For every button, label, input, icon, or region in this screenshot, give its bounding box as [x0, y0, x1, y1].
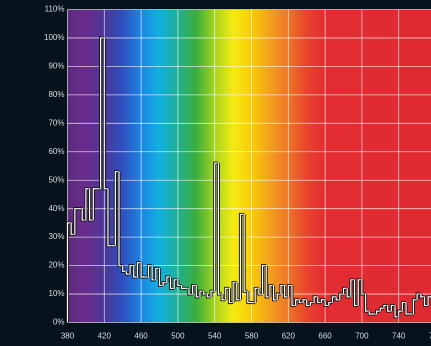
step-line	[92, 188, 97, 221]
x-tick-label: 380	[61, 332, 75, 341]
y-tick-label: 70%	[48, 118, 64, 127]
step-line	[287, 284, 292, 297]
step-line	[155, 267, 160, 280]
step-line	[81, 208, 86, 221]
step-line	[309, 301, 315, 306]
step-line	[368, 311, 373, 315]
step-line	[169, 276, 175, 289]
step-line	[192, 284, 197, 295]
x-tick-label: 740	[392, 332, 406, 341]
y-tick-label: 100%	[44, 33, 64, 42]
step-line	[140, 262, 145, 278]
step-line	[405, 302, 410, 315]
step-line	[203, 291, 208, 295]
step-line	[357, 279, 362, 306]
step-line	[195, 285, 200, 298]
y-tick-label: 20%	[48, 261, 64, 270]
y-tick-label: 10%	[48, 289, 64, 298]
step-line	[217, 163, 223, 295]
step-line	[206, 294, 212, 298]
x-tick-label: 780	[429, 332, 431, 341]
y-tick-label: 40%	[48, 204, 64, 213]
step-line	[364, 294, 370, 312]
step-line	[383, 304, 388, 309]
step-line	[416, 293, 421, 300]
y-tick-label: 90%	[48, 62, 64, 71]
step-line	[74, 208, 79, 235]
x-tick-label: 420	[98, 332, 112, 341]
step-line	[66, 222, 72, 323]
x-tick-label: 620	[282, 332, 296, 341]
step-line	[390, 304, 396, 312]
x-tick-label: 500	[171, 332, 185, 341]
step-line	[162, 282, 167, 286]
y-tick-label: 110%	[45, 5, 65, 14]
x-tick-label: 660	[318, 332, 332, 341]
step-line	[284, 285, 289, 298]
y-tick-label: 80%	[48, 90, 64, 99]
step-line	[180, 285, 186, 289]
step-line	[361, 279, 366, 295]
step-line	[228, 288, 234, 304]
y-tick-label: 30%	[48, 232, 64, 241]
step-line	[280, 284, 285, 295]
spectrum-background	[67, 9, 431, 323]
step-line	[328, 301, 333, 306]
x-tick-label: 460	[134, 332, 148, 341]
step-line	[379, 307, 384, 312]
step-line	[302, 299, 307, 303]
step-line	[317, 296, 322, 304]
step-line	[350, 279, 355, 297]
x-tick-label: 580	[245, 332, 259, 341]
step-line	[136, 262, 142, 277]
y-tick-label: 50%	[48, 175, 64, 184]
step-line	[298, 299, 304, 304]
x-tick-label: 700	[355, 332, 369, 341]
step-line	[173, 279, 178, 289]
y-tick-label: 0%	[53, 318, 65, 327]
step-line	[107, 188, 112, 247]
step-line	[346, 288, 351, 298]
step-line	[88, 188, 94, 221]
y-tick-label: 60%	[48, 147, 64, 156]
step-line	[70, 222, 75, 235]
step-line	[295, 299, 300, 306]
step-line	[247, 291, 252, 304]
x-tick-label: 540	[208, 332, 222, 341]
step-line	[320, 299, 326, 303]
step-line	[100, 37, 105, 189]
step-line	[269, 284, 274, 297]
step-line	[265, 265, 270, 298]
step-line	[177, 279, 182, 287]
step-line	[133, 265, 138, 278]
